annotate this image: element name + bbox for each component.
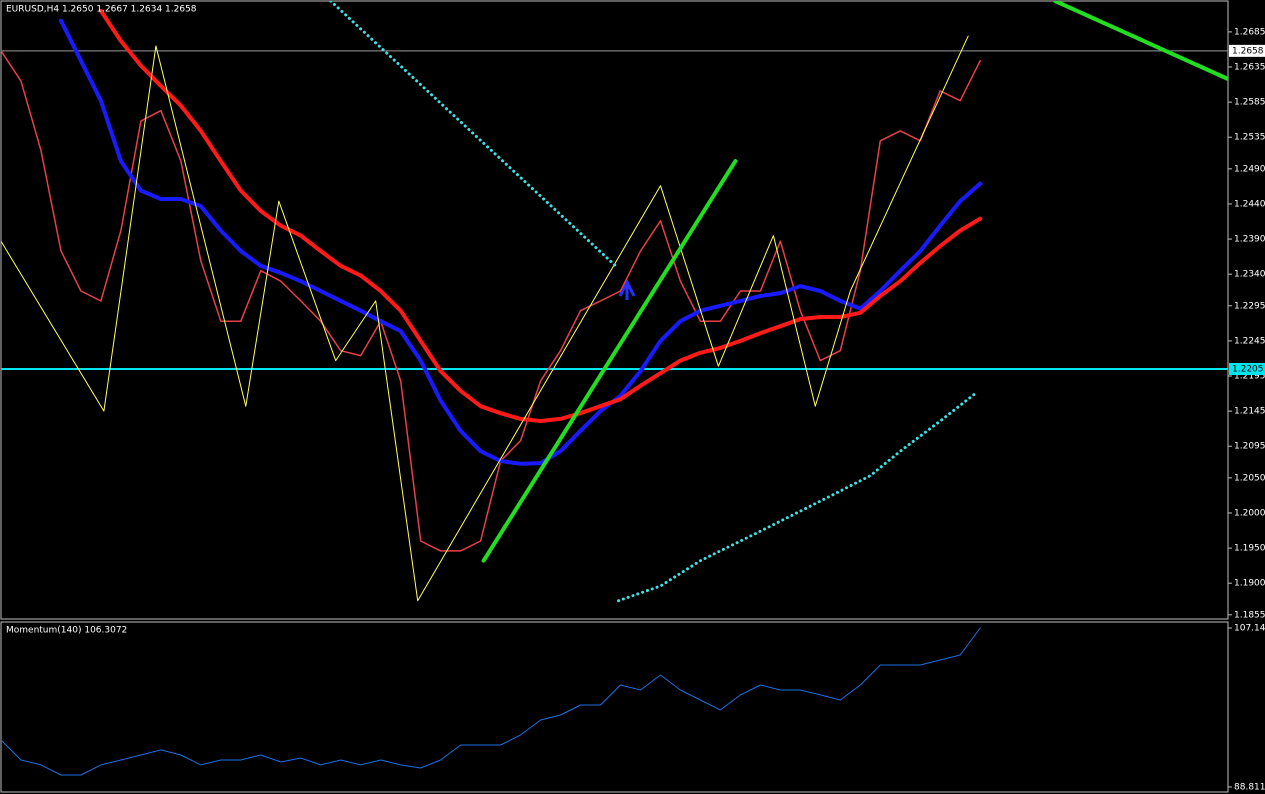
y-tick-label: 1.2490 xyxy=(1234,164,1265,174)
indicator-line xyxy=(481,159,738,563)
y-tick-label: 1.1900 xyxy=(1234,579,1265,589)
y-tick-label: 1.2195 xyxy=(1234,372,1265,382)
panel-title: Momentum(140) 106.3072 xyxy=(6,626,127,636)
y-tick-label: 1.2390 xyxy=(1234,235,1265,245)
y-tick-label: 1.2340 xyxy=(1234,270,1265,280)
y-tick-label: 1.2635 xyxy=(1234,63,1265,73)
plot-area xyxy=(1,627,981,776)
indicator-line xyxy=(1,35,969,602)
y-tick-label: 1.1855 xyxy=(1234,610,1265,620)
indicator-line xyxy=(1053,1,1228,81)
y-tick-label: 1.2245 xyxy=(1234,336,1265,346)
y-tick-label: 1.2585 xyxy=(1234,98,1265,108)
y-tick-label: 107.140 xyxy=(1234,623,1265,633)
price-panel xyxy=(0,0,1229,620)
last-price-label: 1.2658 xyxy=(1232,46,1264,56)
y-tick-label: 1.2685 xyxy=(1234,27,1265,37)
y-tick-label: 1.2535 xyxy=(1234,133,1265,143)
y-tick-label: 1.2000 xyxy=(1234,508,1265,518)
panel-title: EURUSD,H4 1.2650 1.2667 1.2634 1.2658 xyxy=(6,5,197,15)
indicator-line xyxy=(59,18,983,466)
indicator-line xyxy=(98,8,983,423)
y-tick-label: 1.1950 xyxy=(1234,544,1265,554)
indicator-line xyxy=(329,1,977,603)
y-tick-label: 1.2440 xyxy=(1234,199,1265,209)
level-label: 1.2205 xyxy=(1232,364,1264,374)
buy-arrow xyxy=(618,278,636,300)
y-tick-label: 1.2095 xyxy=(1234,442,1265,452)
indicator-line xyxy=(1,627,981,776)
level-label-box xyxy=(1229,362,1265,375)
y-tick-label: 1.2050 xyxy=(1234,473,1265,483)
last-price-box xyxy=(1229,44,1265,57)
plot-area xyxy=(1,1,1228,603)
y-tick-label: 88.811 xyxy=(1234,782,1265,792)
y-tick-label: 1.2295 xyxy=(1234,301,1265,311)
momentum-panel xyxy=(0,621,1229,793)
y-tick-label: 1.2145 xyxy=(1234,407,1265,417)
indicator-line xyxy=(1,50,981,552)
